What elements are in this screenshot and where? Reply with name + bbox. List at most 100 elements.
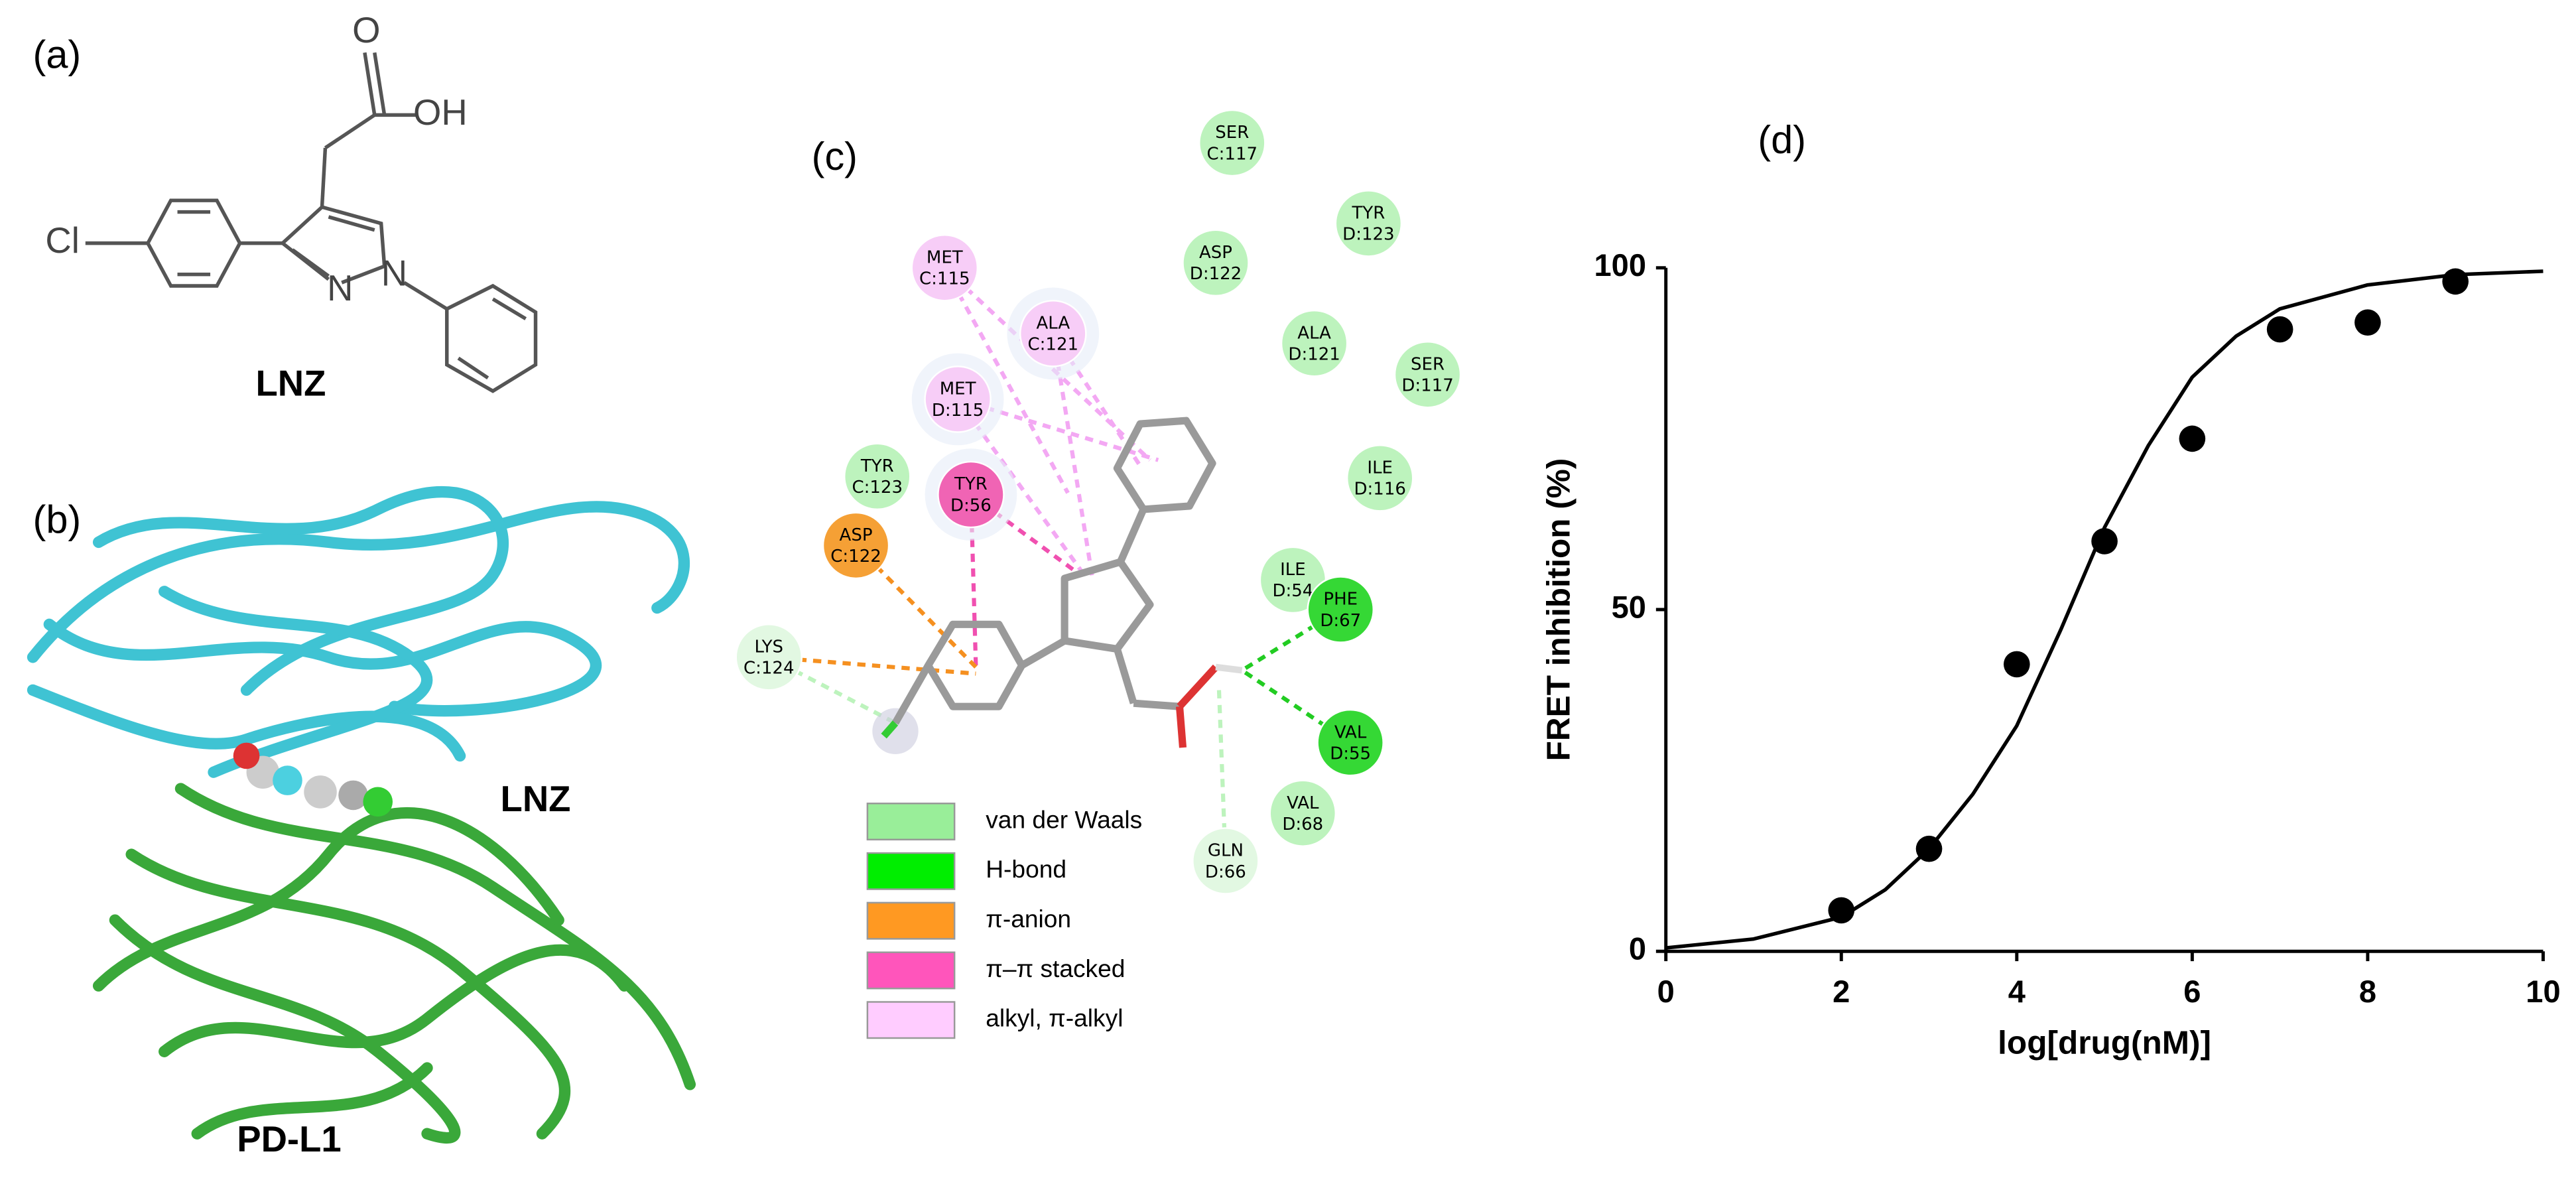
protein-label: PD-L1 — [237, 1119, 341, 1159]
legend: van der Waals H-bond π-anion π–π stacked alk… — [866, 803, 1142, 1039]
ribbon — [174, 783, 696, 1090]
legend-swatch — [866, 1001, 956, 1039]
bond — [320, 147, 328, 208]
bond — [1133, 699, 1180, 710]
residue-name: PHE — [1323, 590, 1358, 610]
residue-chain: D:115 — [932, 401, 984, 421]
ribbon — [159, 944, 630, 1057]
ribbon — [92, 807, 564, 992]
bond — [457, 356, 489, 379]
atom — [338, 780, 368, 811]
ribbon-pdl1-b — [92, 783, 696, 1144]
ribbon — [27, 684, 466, 762]
bond — [491, 297, 527, 320]
interaction — [767, 655, 897, 725]
residue — [822, 511, 890, 580]
ribbon — [92, 486, 509, 696]
panel-label: (b) — [33, 497, 82, 541]
residue-name: MET — [927, 247, 963, 267]
legend-label: H-bond — [986, 855, 1066, 883]
interaction — [769, 655, 976, 676]
residue — [1307, 576, 1375, 643]
residue-chain: D:68 — [1282, 815, 1323, 834]
residue-name: VAL — [1287, 793, 1319, 813]
x-tick-label: 4 — [2008, 974, 2026, 1009]
halo — [872, 708, 919, 754]
residue-chain: C:117 — [1207, 144, 1258, 164]
residue-name: SER — [1411, 354, 1445, 374]
residue — [1334, 190, 1403, 257]
residue-chain: D:117 — [1401, 376, 1453, 396]
ribbon-pdl1-a — [27, 486, 690, 778]
residue-name: TYR — [860, 456, 894, 476]
residue — [1269, 779, 1337, 847]
residue-name: ALA — [1036, 313, 1070, 333]
residue — [1280, 309, 1348, 377]
bond — [881, 720, 899, 739]
residue-chain: D:122 — [1190, 264, 1242, 284]
atom-label: O — [352, 10, 380, 50]
atom-label: Cl — [45, 220, 79, 261]
bond — [324, 113, 376, 150]
data-point — [2179, 425, 2206, 452]
bond — [373, 52, 387, 115]
atom-label: N — [381, 253, 407, 294]
data-point — [2442, 268, 2469, 295]
residue — [1346, 444, 1414, 512]
residue-name: VAL — [1334, 722, 1367, 742]
ligand-spheres — [233, 742, 393, 817]
residue-chain: D:56 — [950, 495, 992, 515]
bond — [328, 215, 375, 232]
legend-swatch — [866, 901, 956, 940]
data-point — [2003, 651, 2030, 678]
bond — [1019, 637, 1066, 669]
residue-name: SER — [1215, 123, 1249, 143]
bond — [403, 281, 448, 311]
compound-name: LNZ — [255, 363, 326, 404]
residue — [1393, 340, 1462, 409]
ligand-2d — [872, 417, 1243, 754]
bond — [363, 52, 377, 115]
ribbon — [43, 618, 602, 717]
ring — [445, 283, 538, 393]
bond — [1215, 663, 1243, 674]
x-axis-label: log[drug(nM)] — [1998, 1025, 2211, 1061]
bond — [1175, 706, 1187, 748]
residue-chain: D:123 — [1342, 225, 1394, 245]
data-point — [2354, 309, 2381, 336]
atom-label: OH — [413, 92, 468, 133]
residue — [843, 442, 911, 511]
y-tick-label: 100 — [1594, 247, 1646, 283]
residue — [1317, 708, 1384, 777]
residue-chain: D:66 — [1205, 862, 1246, 882]
x-tick-label: 6 — [2183, 974, 2201, 1009]
x-tick-label: 0 — [1657, 974, 1675, 1009]
ring — [1113, 417, 1216, 513]
residue — [1192, 827, 1259, 895]
residue — [924, 365, 992, 433]
residue-name: ILE — [1280, 560, 1306, 580]
residue — [911, 233, 979, 302]
legend-label: alkyl, π-alkyl — [986, 1004, 1123, 1032]
bond — [1117, 507, 1147, 564]
bond — [1114, 647, 1137, 704]
ribbon — [191, 1062, 433, 1140]
bond — [1177, 664, 1219, 709]
atom — [273, 765, 302, 795]
ribbon — [159, 586, 433, 778]
residue-chain: D:121 — [1288, 345, 1340, 365]
atom — [304, 775, 337, 809]
x-tick-label: 8 — [2359, 974, 2376, 1009]
fit-curve — [1665, 269, 2544, 950]
panel-b: (b) LNZ PD-L1 — [27, 486, 696, 1159]
residue-chain: C:115 — [919, 269, 970, 289]
data-point — [2091, 528, 2118, 555]
data-point — [1828, 897, 1855, 924]
residue-name: GLN — [1208, 841, 1244, 861]
panel-label: (d) — [1758, 117, 1806, 162]
interaction — [942, 267, 1070, 494]
y-tick-label: 50 — [1612, 589, 1646, 624]
